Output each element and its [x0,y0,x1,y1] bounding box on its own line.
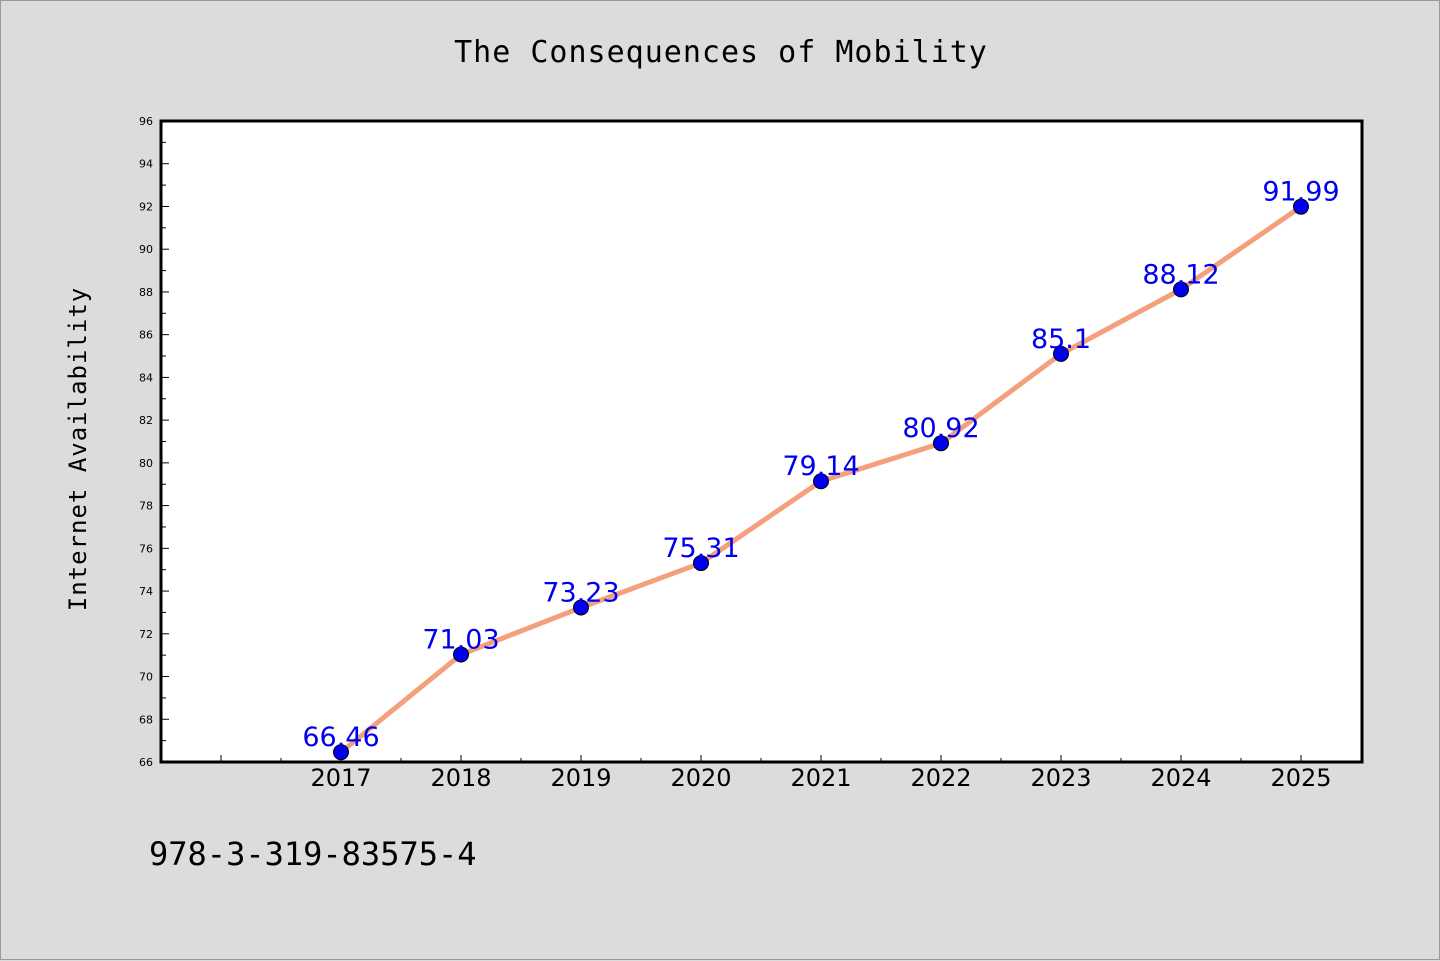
y-tick-label: 76 [139,542,153,555]
data-point [333,744,349,761]
y-tick-label: 90 [139,243,153,256]
data-label: 91.99 [1262,177,1339,208]
data-label: 80.92 [902,413,979,444]
y-tick-label: 68 [139,713,153,726]
y-tick-label: 80 [139,457,153,470]
x-tick-label: 2024 [1150,764,1211,792]
x-tick-label: 2022 [910,764,971,792]
data-point [1173,281,1189,298]
y-tick-label: 88 [139,286,153,299]
data-label: 71.03 [422,625,499,656]
data-point [573,599,589,616]
y-axis-ticks: 66 68 70 72 74 76 78 80 82 84 86 88 90 92 94 96 [139,115,169,769]
y-tick-label: 86 [139,329,153,342]
data-label: 88.12 [1142,259,1219,290]
x-tick-label: 2025 [1270,764,1331,792]
data-point [453,646,469,663]
data-label: 73.23 [542,578,619,609]
data-point [1293,198,1309,215]
data-label: 79.14 [782,451,859,482]
y-tick-label: 72 [139,628,153,641]
y-tick-label: 74 [139,585,153,598]
plot-area [161,121,1362,762]
y-tick-label: 96 [139,115,153,128]
series-points-group [333,198,1309,761]
data-label: 66.46 [302,722,379,753]
x-tick-label: 2017 [310,764,371,792]
y-tick-label: 70 [139,671,153,684]
footer-code: 978-3-319-83575-4 [149,835,477,873]
data-point [813,473,829,490]
y-tick-label: 92 [139,200,153,213]
data-label: 85.1 [1031,324,1091,355]
data-label: 75.31 [662,533,739,564]
x-tick-label: 2018 [430,764,491,792]
y-tick-label: 84 [139,371,153,384]
chart-title: The Consequences of Mobility [454,35,988,70]
x-tick-label: 2023 [1030,764,1091,792]
y-tick-label: 94 [139,158,153,171]
y-tick-label: 78 [139,500,153,513]
x-tick-label: 2021 [790,764,851,792]
x-tick-label: 2020 [670,764,731,792]
data-point [933,435,949,452]
data-point [1053,345,1069,362]
x-tick-label: 2019 [550,764,611,792]
data-labels-group: 66.46 71.03 73.23 75.31 79.14 80.92 85.1 88.12 9… [302,177,1339,753]
data-point [693,555,709,572]
y-tick-label: 82 [139,414,153,427]
x-axis-ticks: 2017 2018 2019 2020 2021 2022 2023 2024 2025 [220,755,1332,792]
plot-border [159,119,1364,764]
y-tick-label: 66 [139,756,153,769]
